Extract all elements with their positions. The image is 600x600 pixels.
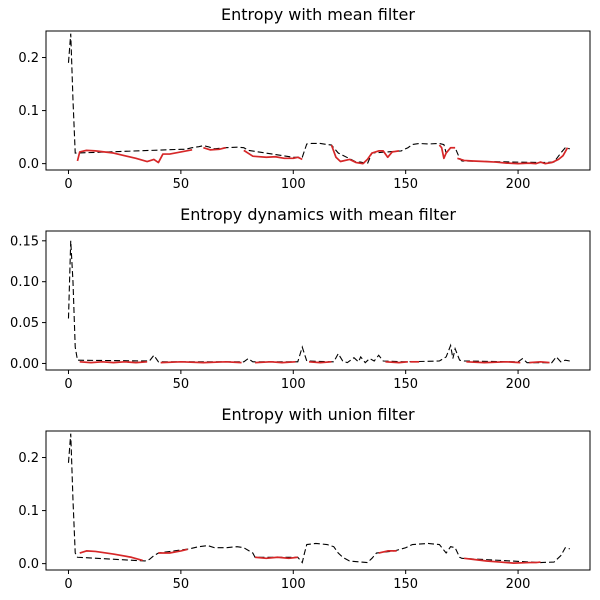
x-tick-label: 0	[64, 577, 72, 592]
x-tick-label: 100	[281, 577, 306, 592]
red-series-segment-7	[466, 360, 521, 364]
y-tick-label: 0.10	[10, 275, 39, 290]
x-tick-label: 200	[506, 577, 531, 592]
red-series-segment-1	[79, 360, 148, 364]
red-series-segment-2	[160, 360, 242, 364]
x-tick-label: 0	[64, 377, 72, 392]
x-tick-label: 50	[173, 577, 190, 592]
y-tick-label: 0.2	[18, 451, 39, 466]
dashed-series-line-0	[67, 240, 570, 364]
red-series-segment-2	[203, 146, 227, 151]
x-tick-label: 200	[506, 377, 531, 392]
dashed-series-line-0	[67, 33, 570, 165]
x-tick-label: 100	[281, 177, 306, 192]
chart-title: Entropy with mean filter	[221, 5, 415, 24]
x-tick-label: 0	[64, 177, 72, 192]
red-series-segment-3	[255, 360, 296, 364]
red-series-segment-3	[254, 556, 298, 560]
x-tick-label: 50	[173, 177, 190, 192]
plot-frame	[45, 30, 591, 171]
y-tick-label: 0.00	[10, 357, 39, 372]
y-tick-label: 0.05	[10, 316, 39, 331]
plot-frame	[45, 230, 591, 371]
chart-panel-entropy-dynamics-mean-filter: Entropy dynamics with mean filter 0 50 100 1…	[10, 205, 591, 392]
red-series-segment-1	[76, 149, 193, 164]
chart-panel-entropy-union-filter: Entropy with union filter 0 50 100 150 200 0.0…	[18, 405, 591, 592]
red-series-segment-4	[378, 550, 397, 554]
dashed-series-line-0	[67, 433, 570, 564]
red-series-segment-4	[330, 144, 400, 165]
y-tick-label: 0.2	[18, 51, 39, 66]
x-tick-label: 100	[281, 377, 306, 392]
x-tick-label: 200	[506, 177, 531, 192]
plot-frame	[45, 430, 591, 571]
red-series-segment-1	[79, 550, 143, 562]
y-tick-label: 0.1	[18, 104, 39, 119]
red-series-segment-5	[464, 557, 541, 564]
red-series-segment-6	[457, 147, 569, 165]
chart-title: Entropy with union filter	[221, 405, 415, 424]
red-series-segment-8	[529, 360, 550, 364]
red-series-segment-4	[308, 360, 332, 364]
red-series-segment-3	[243, 149, 303, 161]
y-tick-label: 0.1	[18, 504, 39, 519]
red-series-segment-5	[385, 360, 408, 364]
red-series-segment-5	[438, 144, 456, 160]
y-tick-label: 0.0	[18, 557, 39, 572]
y-tick-label: 0.0	[18, 157, 39, 172]
chart-title: Entropy dynamics with mean filter	[180, 205, 456, 224]
chart-panel-entropy-mean-filter: Entropy with mean filter 0 50 100 150 200 0.0 0…	[18, 5, 591, 192]
red-series-segment-2	[158, 548, 188, 554]
x-tick-label: 150	[393, 577, 418, 592]
x-tick-label: 150	[393, 177, 418, 192]
x-tick-label: 50	[173, 377, 190, 392]
x-tick-label: 150	[393, 377, 418, 392]
y-tick-label: 0.15	[10, 234, 39, 249]
